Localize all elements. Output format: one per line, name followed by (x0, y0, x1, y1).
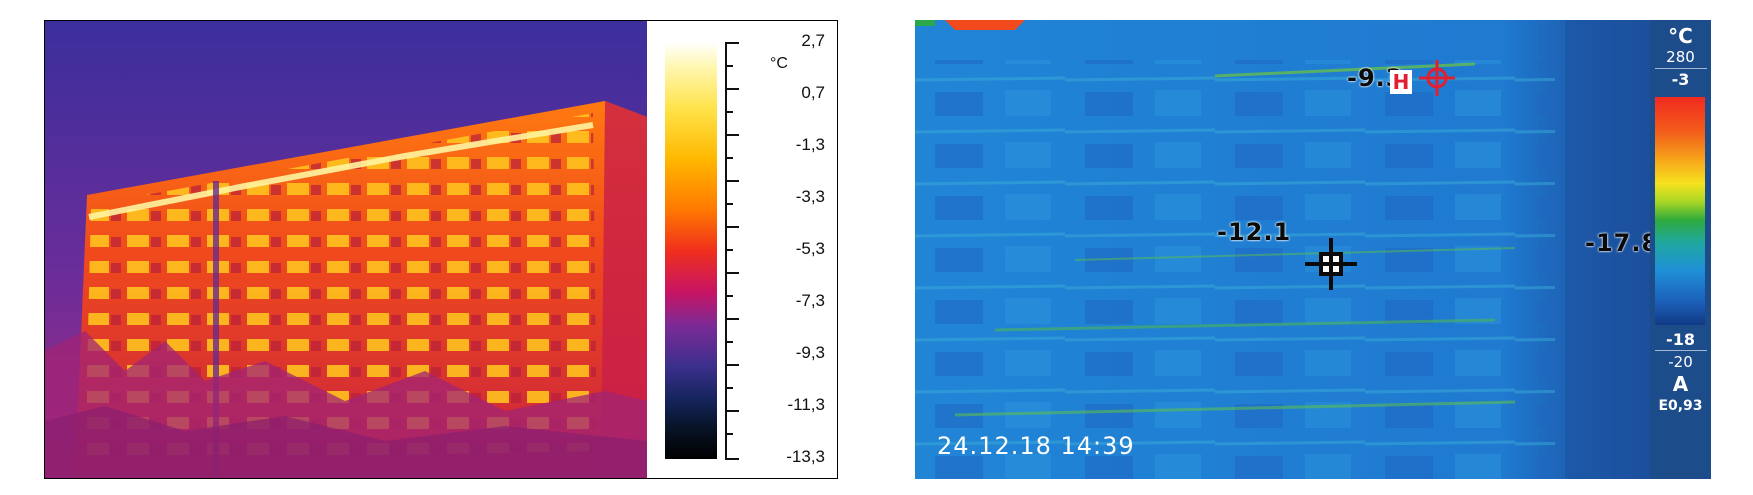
minor-tick (725, 295, 733, 297)
tick-label: -9,3 (795, 343, 825, 362)
rainbow-palette-bar (1655, 97, 1705, 325)
major-tick (725, 410, 739, 412)
major-tick (725, 318, 739, 320)
minor-tick (725, 387, 733, 389)
hotspot-crosshair-icon (1419, 60, 1455, 96)
temperature-scale-left: °C 2,7 0,7 -1,3 -3,3 -5,3 -7,3 -9,3 -11,… (647, 21, 837, 478)
crosshair-reading: -12.1 (1217, 218, 1292, 246)
rainbow-thermogram: -9.3 H -12.1 -17.8 24.12.18 14:39 °C 280… (915, 20, 1711, 479)
major-tick (725, 226, 739, 228)
scale-unit-label: °C (1668, 24, 1693, 48)
minor-tick (725, 157, 733, 159)
thermal-image-building-facade (45, 21, 647, 478)
scale-spine (725, 42, 727, 459)
ironbow-thermogram: °C 2,7 0,7 -1,3 -3,3 -5,3 -7,3 -9,3 -11,… (44, 20, 838, 479)
major-tick (725, 364, 739, 366)
minor-tick (725, 65, 733, 67)
major-tick (725, 272, 739, 274)
scale-top-value: 280 (1666, 48, 1695, 66)
scale-unit-label: °C (770, 55, 788, 72)
ironbow-palette-bar (665, 42, 717, 459)
major-tick (725, 180, 739, 182)
temperature-scale-right: °C 280 -3 -18 -20 A E0,93 (1650, 20, 1711, 479)
major-tick (725, 42, 739, 44)
minor-tick (725, 433, 733, 435)
mode-indicator: A (1672, 372, 1689, 396)
tick-label: 2,7 (801, 31, 825, 50)
tick-label: -5,3 (795, 239, 825, 258)
hotspot-marker-label: H (1390, 70, 1412, 94)
center-crosshair-icon (1305, 238, 1357, 290)
minor-tick (725, 203, 733, 205)
edge-reading: -17.8 (1585, 229, 1660, 257)
tick-label: -3,3 (795, 187, 825, 206)
emissivity-value: E0,93 (1658, 398, 1703, 414)
tick-label: -1,3 (795, 135, 825, 154)
tick-label: -11,3 (787, 395, 826, 414)
tick-label: -7,3 (795, 291, 825, 310)
major-tick (725, 88, 739, 90)
timestamp: 24.12.18 14:39 (937, 432, 1135, 460)
range-max: -3 (1671, 70, 1690, 89)
scale-divider (1655, 350, 1707, 351)
minor-tick (725, 111, 733, 113)
tick-label: 0,7 (801, 83, 825, 102)
major-tick (725, 134, 739, 136)
tick-label: -13,3 (786, 447, 825, 466)
range-min: -18 (1666, 330, 1695, 349)
lower-value: -20 (1668, 353, 1693, 371)
minor-tick (725, 249, 733, 251)
minor-tick (725, 341, 733, 343)
scale-divider (1655, 68, 1707, 69)
major-tick (725, 458, 739, 460)
thermal-image-facade-closeup (915, 20, 1650, 479)
